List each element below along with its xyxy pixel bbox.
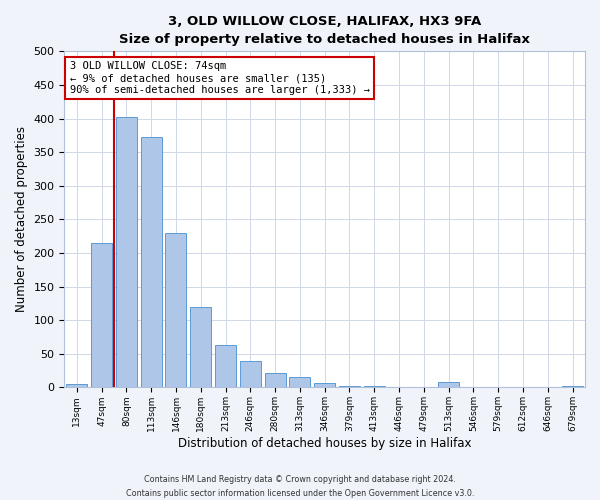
Text: 3 OLD WILLOW CLOSE: 74sqm
← 9% of detached houses are smaller (135)
90% of semi-: 3 OLD WILLOW CLOSE: 74sqm ← 9% of detach… [70,62,370,94]
X-axis label: Distribution of detached houses by size in Halifax: Distribution of detached houses by size … [178,437,472,450]
Bar [289,378,310,388]
Bar [66,384,88,388]
Bar [91,243,112,388]
Bar [265,372,286,388]
Bar [190,307,211,388]
Bar [166,233,187,388]
Bar [364,386,385,388]
Y-axis label: Number of detached properties: Number of detached properties [15,126,28,312]
Bar [140,138,162,388]
Bar [116,116,137,388]
Bar [562,386,583,388]
Bar [240,360,261,388]
Title: 3, OLD WILLOW CLOSE, HALIFAX, HX3 9FA
Size of property relative to detached hous: 3, OLD WILLOW CLOSE, HALIFAX, HX3 9FA Si… [119,15,530,46]
Bar [215,345,236,388]
Bar [438,382,459,388]
Bar [314,382,335,388]
Text: Contains HM Land Registry data © Crown copyright and database right 2024.
Contai: Contains HM Land Registry data © Crown c… [126,476,474,498]
Bar [339,386,360,388]
